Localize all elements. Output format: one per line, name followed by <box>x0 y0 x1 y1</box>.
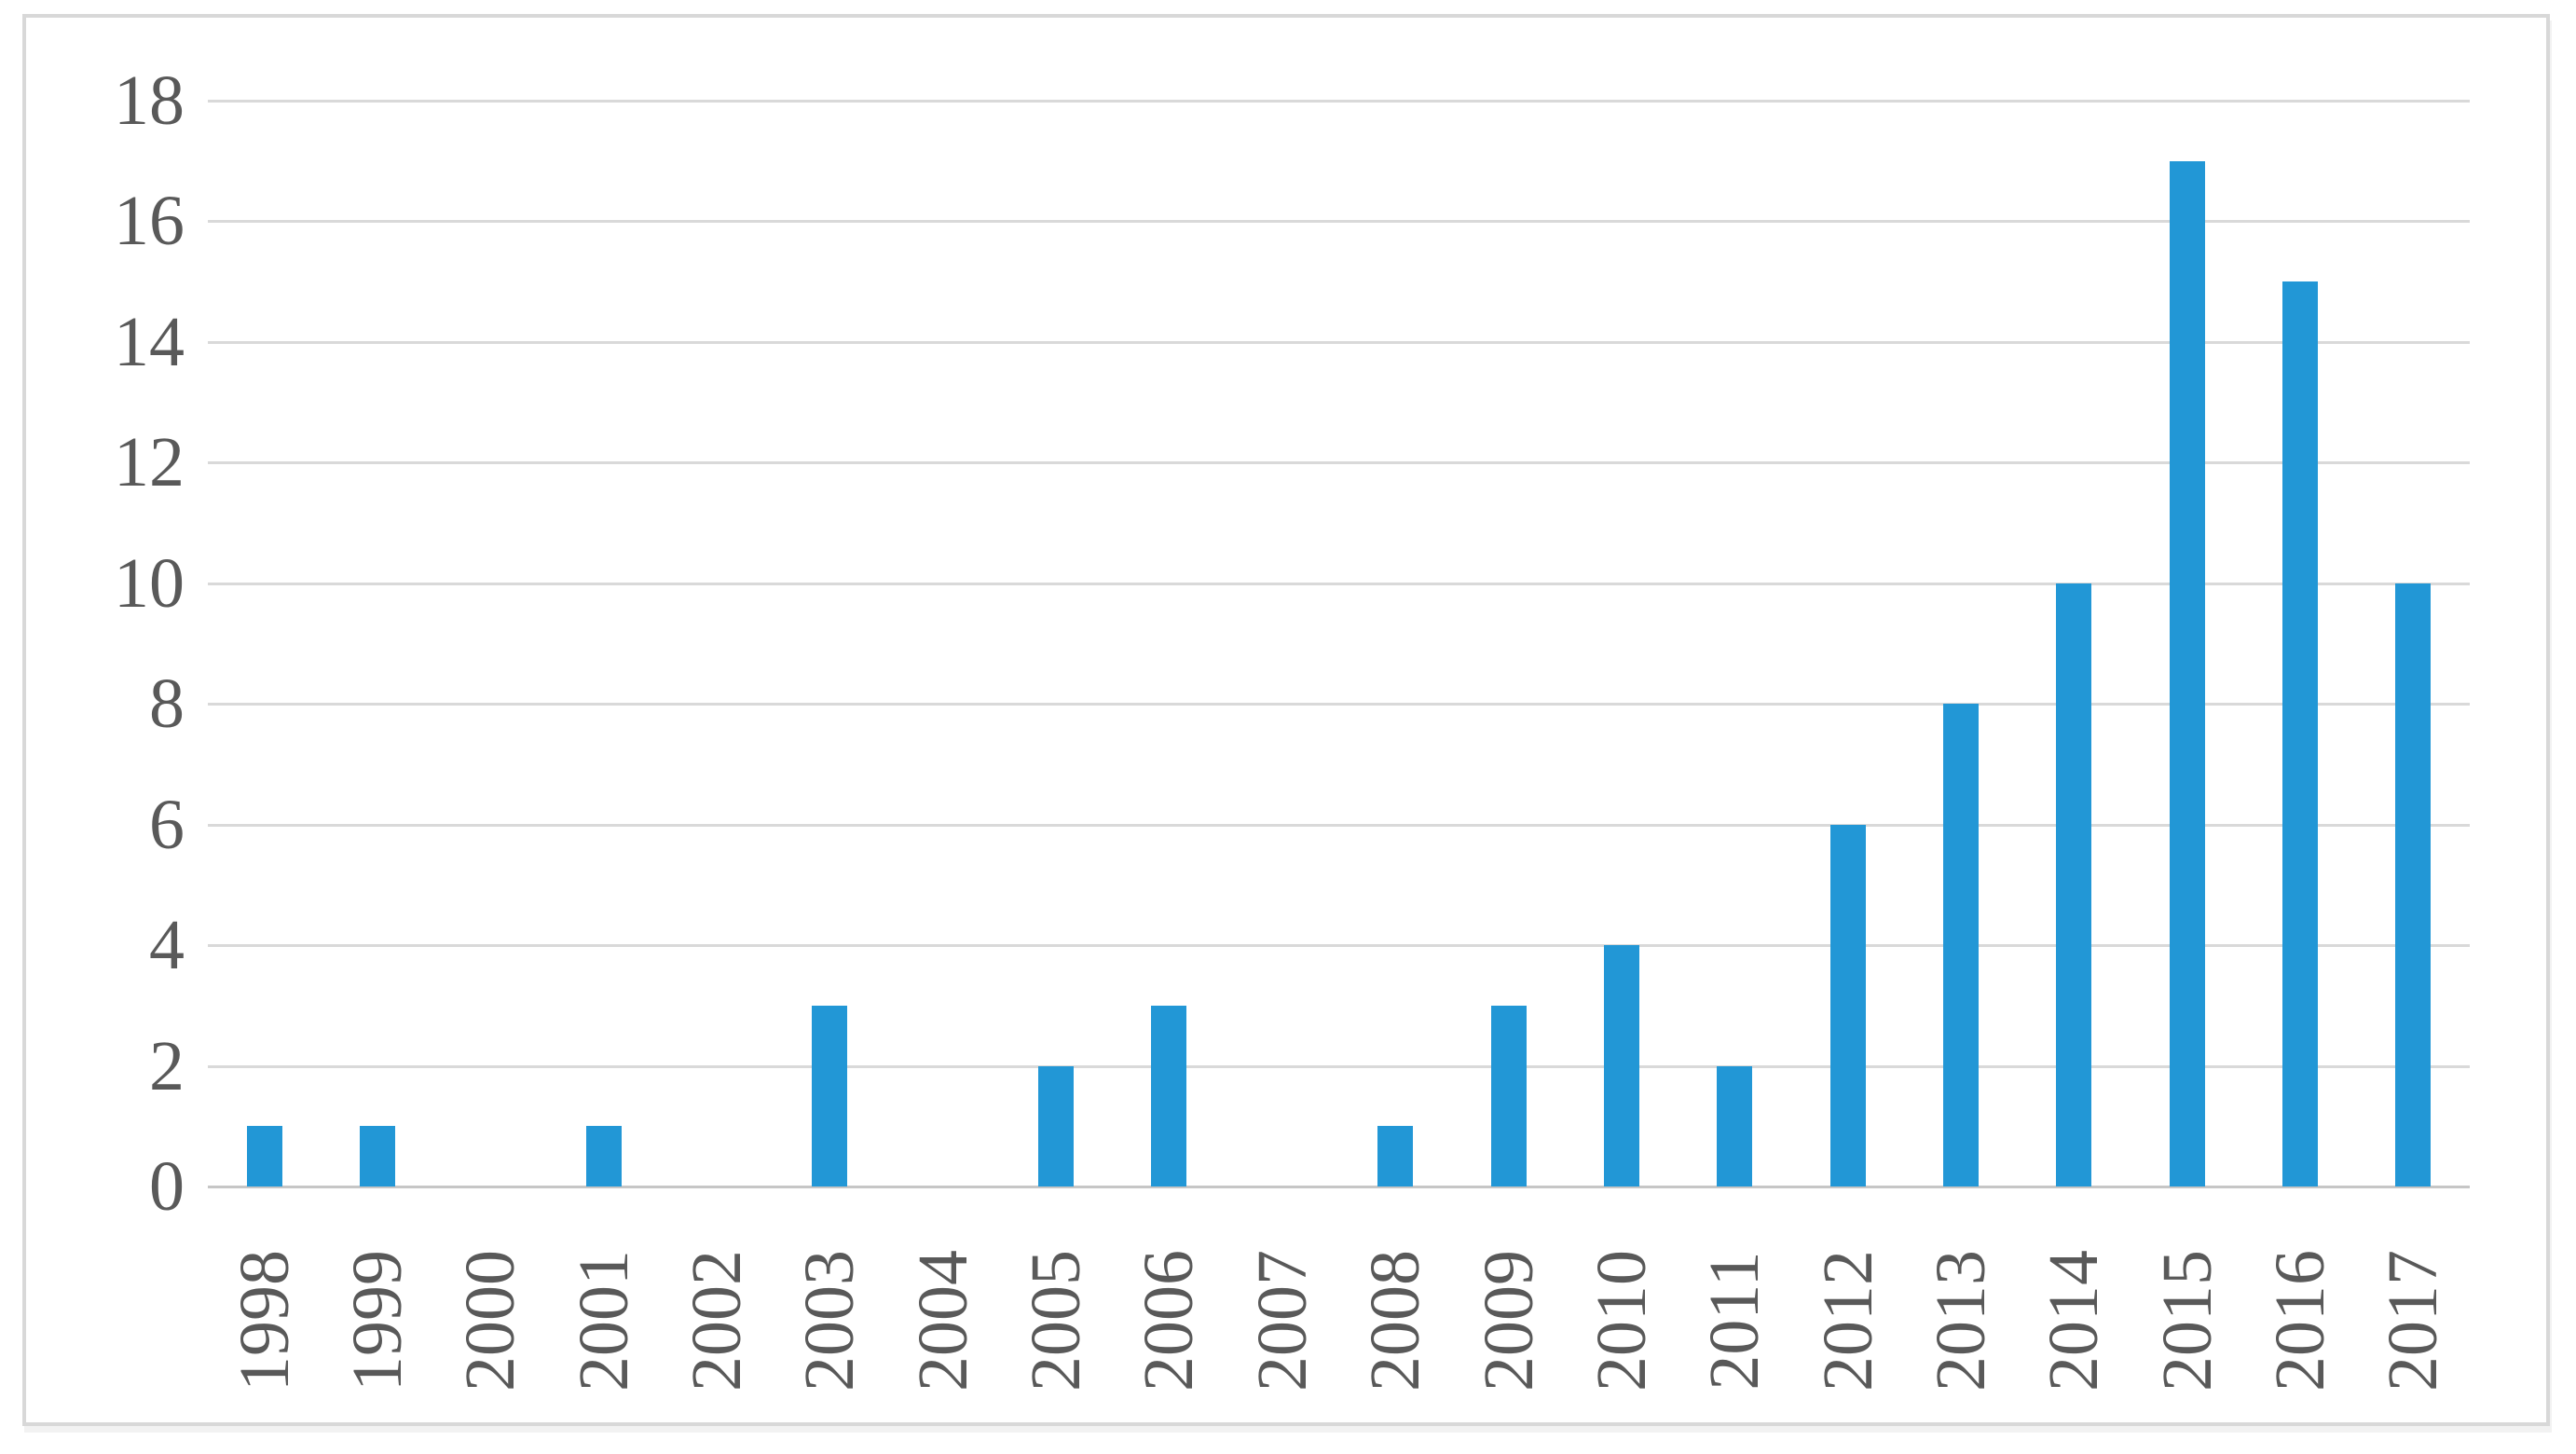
x-tick-label-2005: 2005 <box>1017 1250 1096 1392</box>
x-tick-label-2017: 2017 <box>2374 1250 2453 1392</box>
x-tick-label-2007: 2007 <box>1242 1250 1322 1392</box>
plot-area: 0 2 4 6 8 10 12 14 16 18 1998 1999 2000 2001 2002 2003 2… <box>26 18 2546 1422</box>
x-tick-label-2004: 2004 <box>903 1250 982 1392</box>
gridline-y-2 <box>208 1064 2470 1068</box>
y-tick-label-2: 2 <box>149 1026 185 1105</box>
y-tick-label-12: 12 <box>114 423 185 502</box>
bar-2017 <box>2395 583 2432 1187</box>
x-tick-label-2016: 2016 <box>2260 1250 2339 1392</box>
y-tick-label-4: 4 <box>149 906 185 985</box>
y-tick-label-16: 16 <box>114 182 185 261</box>
bar-2014 <box>2056 583 2092 1187</box>
bar-2009 <box>1490 1005 1527 1187</box>
gridline-y-16 <box>208 220 2470 224</box>
bar-2011 <box>1717 1065 1753 1187</box>
chart-frame: 0 2 4 6 8 10 12 14 16 18 1998 1999 2000 2001 2002 2003 2… <box>22 14 2550 1426</box>
bar-2003 <box>812 1005 848 1187</box>
y-tick-label-6: 6 <box>149 785 185 864</box>
x-tick-label-2001: 2001 <box>564 1250 643 1392</box>
bar-2010 <box>1603 945 1639 1187</box>
x-tick-label-2011: 2011 <box>1695 1251 1774 1391</box>
x-tick-label-1999: 1999 <box>338 1250 418 1392</box>
bar-1998 <box>246 1126 282 1187</box>
x-tick-label-2009: 2009 <box>1469 1250 1548 1392</box>
y-tick-label-14: 14 <box>114 302 185 381</box>
x-axis-line <box>208 1186 2470 1188</box>
x-tick-label-2000: 2000 <box>451 1250 530 1392</box>
x-tick-label-2008: 2008 <box>1356 1250 1435 1392</box>
bar-2012 <box>1829 824 1866 1187</box>
bar-2008 <box>1377 1126 1414 1187</box>
x-tick-label-1998: 1998 <box>225 1250 304 1392</box>
gridline-y-14 <box>208 340 2470 344</box>
x-tick-label-2015: 2015 <box>2147 1250 2227 1392</box>
y-tick-label-18: 18 <box>114 62 185 140</box>
bar-2006 <box>1151 1005 1187 1187</box>
bar-1999 <box>360 1126 396 1187</box>
y-tick-label-8: 8 <box>149 665 185 744</box>
gridline-y-6 <box>208 823 2470 827</box>
gridline-y-12 <box>208 461 2470 465</box>
bar-2005 <box>1038 1065 1075 1187</box>
bar-2001 <box>585 1126 622 1187</box>
x-tick-label-2014: 2014 <box>2035 1250 2114 1392</box>
x-tick-label-2013: 2013 <box>1921 1250 2000 1392</box>
x-tick-label-2006: 2006 <box>1130 1250 1209 1392</box>
y-tick-label-0: 0 <box>149 1147 185 1226</box>
bar-2016 <box>2281 281 2318 1187</box>
gridline-y-18 <box>208 100 2470 103</box>
y-tick-label-10: 10 <box>114 543 185 623</box>
gridline-y-10 <box>208 582 2470 585</box>
x-tick-label-2012: 2012 <box>1808 1250 1887 1392</box>
x-tick-label-2003: 2003 <box>790 1250 870 1392</box>
bar-2013 <box>1942 704 1979 1187</box>
x-tick-label-2010: 2010 <box>1582 1250 1661 1392</box>
bar-2015 <box>2169 160 2205 1187</box>
x-tick-label-2002: 2002 <box>678 1250 757 1392</box>
gridline-y-8 <box>208 703 2470 706</box>
gridline-y-4 <box>208 944 2470 948</box>
